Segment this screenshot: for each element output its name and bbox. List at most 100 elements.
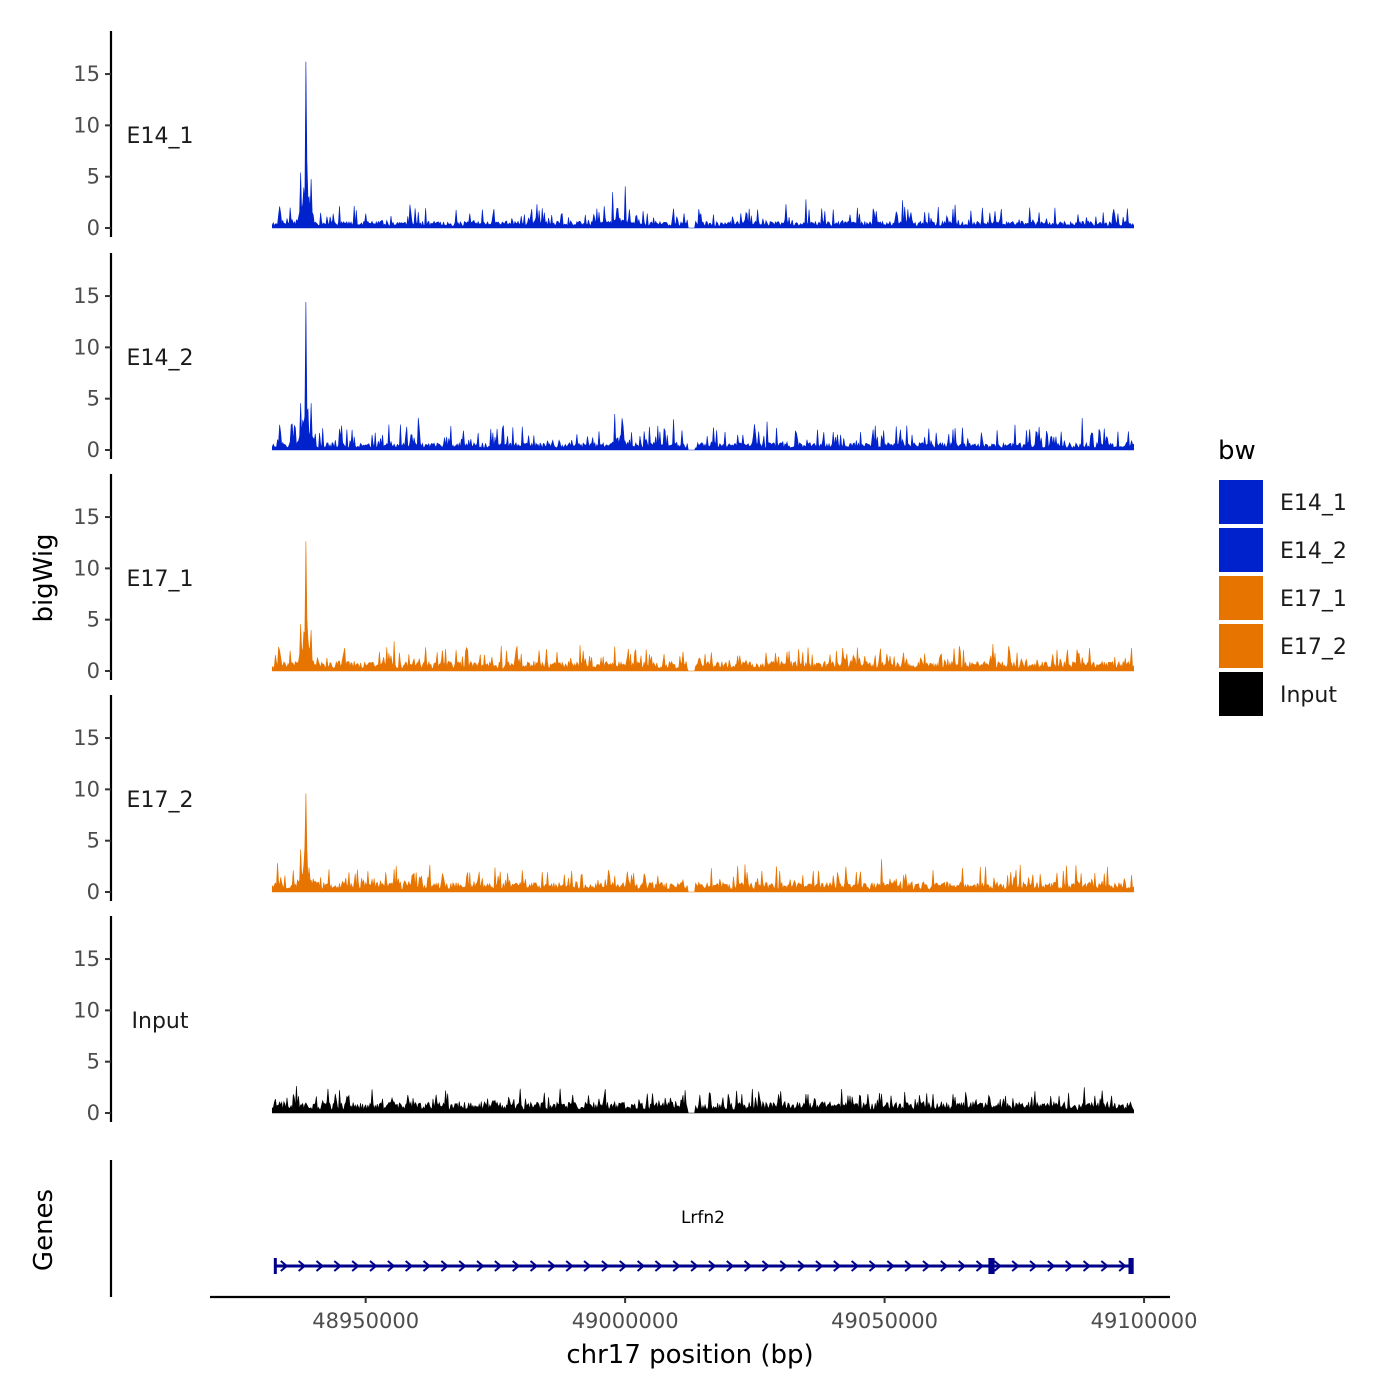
y-tick-label: 15	[73, 62, 100, 86]
y-tick-label: 10	[73, 556, 100, 580]
strand-arrow-icon	[422, 1260, 432, 1272]
y-tick-label: 5	[87, 829, 100, 853]
strand-arrow-icon	[387, 1260, 396, 1272]
track-label: E17_1	[127, 567, 194, 592]
strand-arrow-icon	[779, 1260, 788, 1272]
y-tick-label: 0	[87, 216, 100, 240]
strand-arrow-icon	[280, 1260, 289, 1272]
gene-Lrfn2: Lrfn2	[273, 1208, 1134, 1274]
legend-title: bw	[1218, 436, 1256, 466]
strand-arrow-icon	[957, 1260, 967, 1272]
strand-arrow-icon	[333, 1260, 342, 1272]
strand-arrow-icon	[1047, 1260, 1056, 1272]
signal-tracks: 0 5 10 15 E14_1 0 5 10 15 E14_2 0 5 10 15 E17_1 0 5 10 15 E…	[73, 31, 1134, 1125]
y-tick-label: 5	[87, 165, 100, 189]
strand-arrow-icon	[743, 1260, 753, 1272]
strand-arrow-icon	[636, 1260, 646, 1272]
strand-arrow-icon	[565, 1260, 574, 1272]
strand-arrow-icon	[369, 1260, 378, 1272]
strand-arrow-icon	[904, 1260, 913, 1272]
legend-key-E14_2	[1219, 528, 1263, 572]
track-E17_1: 0 5 10 15 E17_1	[73, 474, 1134, 683]
strand-arrow-icon	[476, 1260, 485, 1272]
x-tick-label: 49000000	[572, 1309, 679, 1333]
track-label: E14_1	[127, 124, 194, 149]
gene-exon	[988, 1258, 995, 1274]
x-axis-title: chr17 position (bp)	[566, 1340, 813, 1370]
strand-arrow-icon	[1029, 1260, 1038, 1272]
strand-arrow-icon	[868, 1260, 877, 1272]
strand-arrow-icon	[583, 1260, 592, 1272]
strand-arrow-icon	[672, 1260, 681, 1272]
legend-label: E17_1	[1280, 587, 1347, 612]
strand-arrow-icon	[815, 1260, 824, 1272]
y-tick-label: 10	[73, 113, 100, 137]
y-tick-label: 5	[87, 608, 100, 632]
legend-key-E17_1	[1219, 576, 1263, 620]
strand-arrow-icon	[975, 1260, 985, 1272]
y-tick-label: 10	[73, 335, 100, 359]
strand-arrow-icon	[886, 1260, 895, 1272]
x-tick-label: 48950000	[312, 1309, 419, 1333]
legend-label: E14_2	[1280, 539, 1347, 564]
legend-label: E14_1	[1280, 491, 1347, 516]
strand-arrow-icon	[797, 1260, 806, 1272]
strand-arrow-icon	[833, 1260, 842, 1272]
strand-arrow-icon	[726, 1260, 735, 1272]
strand-arrow-icon	[351, 1260, 360, 1272]
strand-arrow-icon	[440, 1260, 449, 1272]
y-tick-label: 15	[73, 726, 100, 750]
strand-arrow-icon	[405, 1260, 414, 1272]
y-tick-label: 0	[87, 1101, 100, 1125]
strand-arrow-icon	[601, 1260, 610, 1272]
y-axis-title: bigWig	[29, 533, 59, 622]
y-tick-label: 15	[73, 284, 100, 308]
gene-exon	[1128, 1258, 1134, 1274]
strand-arrow-icon	[850, 1260, 860, 1272]
track-E14_1: 0 5 10 15 E14_1	[73, 31, 1134, 240]
x-tick-label: 49100000	[1091, 1309, 1198, 1333]
gene-exon	[273, 1258, 277, 1274]
signal-area-E14_1	[271, 61, 1134, 229]
strand-arrow-icon	[529, 1260, 539, 1272]
strand-arrow-icon	[1100, 1260, 1109, 1272]
x-axis: 48950000 49000000 49050000 49100000	[210, 1295, 1198, 1333]
signal-area-E17_2	[271, 793, 1134, 893]
strand-arrow-icon	[690, 1260, 699, 1272]
y-tick-label: 15	[73, 947, 100, 971]
y-tick-label: 5	[87, 1050, 100, 1074]
strand-arrow-icon	[619, 1260, 628, 1272]
legend: bw E14_1 E14_2 E17_1 E17_2 Input	[1218, 436, 1347, 716]
legend-key-E14_1	[1219, 480, 1263, 524]
track-label: E14_2	[127, 346, 194, 371]
strand-arrow-icon	[494, 1260, 503, 1272]
strand-arrow-icon	[708, 1260, 717, 1272]
strand-arrow-icon	[547, 1260, 556, 1272]
legend-key-E17_2	[1219, 624, 1263, 668]
strand-arrow-icon	[297, 1260, 307, 1272]
strand-arrow-icon	[922, 1260, 931, 1272]
strand-arrow-icon	[761, 1260, 770, 1272]
genes-track: Lrfn2	[109, 1160, 1134, 1297]
signal-area-E14_2	[271, 301, 1134, 451]
strand-arrow-icon	[458, 1260, 467, 1272]
strand-arrow-icon	[940, 1260, 949, 1272]
strand-arrow-icon	[1118, 1260, 1127, 1272]
x-tick-label: 49050000	[831, 1309, 938, 1333]
legend-key-Input	[1219, 672, 1263, 716]
strand-arrow-icon	[654, 1260, 663, 1272]
y-tick-label: 0	[87, 880, 100, 904]
gene-label: Lrfn2	[681, 1208, 725, 1228]
genes-axis-title: Genes	[29, 1189, 59, 1271]
track-Input: 0 5 10 15 Input	[73, 916, 1134, 1125]
y-tick-label: 5	[87, 387, 100, 411]
signal-area-E17_1	[271, 541, 1134, 672]
y-tick-label: 15	[73, 505, 100, 529]
legend-label: E17_2	[1280, 635, 1347, 660]
track-E14_2: 0 5 10 15 E14_2	[73, 253, 1134, 462]
y-tick-label: 10	[73, 777, 100, 801]
strand-arrow-icon	[315, 1260, 325, 1272]
y-tick-label: 10	[73, 998, 100, 1022]
y-tick-label: 0	[87, 438, 100, 462]
